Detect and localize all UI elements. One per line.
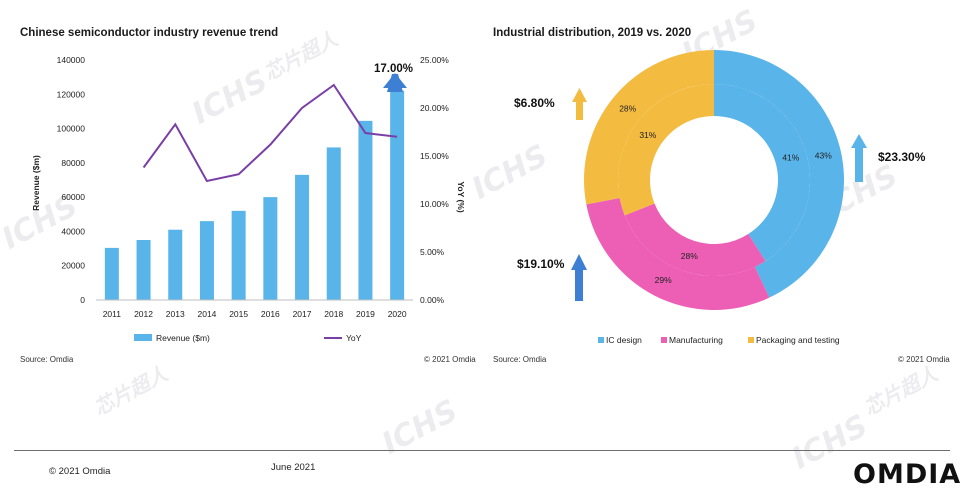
x-tick-label: 2014 <box>197 309 216 319</box>
left-source: Source: Omdia <box>20 355 74 364</box>
x-tick-label: 2019 <box>356 309 375 319</box>
legend-yoy-label: YoY <box>346 333 362 343</box>
outer-2020-slice-label: 28% <box>619 104 636 114</box>
legend-packaging-label: Packaging and testing <box>756 335 840 345</box>
outer-2020-slice-packaging-and-testing <box>584 50 714 205</box>
watermark-subtext: 芯片超人 <box>89 361 172 421</box>
x-tick-label: 2015 <box>229 309 248 319</box>
donut-rings <box>584 50 844 310</box>
right-source: Source: Omdia <box>493 355 547 364</box>
y2-tick-label: 0.00% <box>420 295 445 305</box>
x-tick-label: 2018 <box>324 309 343 319</box>
y-tick-label: 60000 <box>61 192 85 202</box>
revenue-bar-2016 <box>263 197 278 300</box>
outer-2020-slice-label: 29% <box>655 275 672 285</box>
revenue-bar-2013 <box>168 229 183 300</box>
y2-axis-ticks: 0.00% 5.00% 10.00% 15.00% 20.00% 25.00% <box>420 55 449 305</box>
watermark: ICHS <box>376 393 464 462</box>
right-copyright: © 2021 Omdia <box>898 355 950 364</box>
ic-design-arrow-head <box>851 134 867 148</box>
y-axis-ticks: 0 20000 40000 60000 80000 100000 120000 140000 <box>57 55 86 305</box>
y2-tick-label: 10.00% <box>420 199 449 209</box>
revenue-bar-2020 <box>390 90 405 300</box>
inner-2019-slice-ic-design <box>714 84 811 262</box>
manufacturing-growth: $19.10% <box>517 257 565 271</box>
donut-slice-labels: 43% 29% 28% 41% 28% 31% <box>619 104 832 285</box>
revenue-chart: 020000400006000080000100000120000140000 … <box>31 55 466 343</box>
footer-copyright: © 2021 Omdia <box>49 466 111 477</box>
packaging-arrow-head <box>572 88 587 102</box>
legend-packaging-swatch <box>748 337 754 343</box>
x-axis-ticks: 2011 2012 2013 2014 2015 2016 2017 2018 2019 2020 <box>103 309 407 319</box>
ic-design-arrow <box>855 146 863 182</box>
growth-arrow-head <box>383 73 407 88</box>
legend-revenue-label: Revenue ($m) <box>156 333 210 343</box>
growth-annotation: 17.00% <box>374 63 413 75</box>
y-tick-label: 120000 <box>57 89 86 99</box>
y-tick-label: 140000 <box>57 55 86 65</box>
yoy-line <box>142 83 398 183</box>
outer-2020-slice-manufacturing <box>586 197 770 310</box>
x-tick-label: 2011 <box>103 309 122 319</box>
revenue-bar-2015 <box>231 210 246 300</box>
distribution-chart: 43% 29% 28% 41% 28% 31% $23.30% $19.10% $6.80… <box>514 50 926 345</box>
x-tick-label: 2016 <box>261 309 280 319</box>
y2-tick-label: 25.00% <box>420 55 449 65</box>
inner-2019-slice-label: 28% <box>681 251 698 261</box>
revenue-bar-2012 <box>136 240 151 300</box>
inner-2019-slice-label: 41% <box>782 153 799 163</box>
footer-divider <box>14 450 950 451</box>
watermark-subtext: 芯片超人 <box>859 361 942 421</box>
outer-2020-slice-ic-design <box>714 50 844 298</box>
y2-axis-label: YoY (%) <box>456 181 466 212</box>
manufacturing-arrow <box>575 268 583 301</box>
footer-date: June 2021 <box>271 462 316 473</box>
y2-tick-label: 15.00% <box>420 151 449 161</box>
revenue-bars <box>104 90 405 300</box>
omdia-logo: OMDIA <box>853 459 962 490</box>
revenue-bar-2014 <box>199 221 214 300</box>
revenue-chart-title: Chinese semiconductor industry revenue t… <box>20 27 279 39</box>
revenue-bar-2018 <box>326 147 341 300</box>
x-tick-label: 2020 <box>388 309 407 319</box>
y-tick-label: 40000 <box>61 226 85 236</box>
inner-2019-slice-label: 31% <box>639 130 656 140</box>
y-tick-label: 0 <box>80 295 85 305</box>
outer-2020-slice-label: 43% <box>815 151 832 161</box>
packaging-growth: $6.80% <box>514 96 555 110</box>
legend-manufacturing-swatch <box>661 337 667 343</box>
legend-manufacturing-label: Manufacturing <box>669 335 723 345</box>
left-copyright: © 2021 Omdia <box>424 355 476 364</box>
x-tick-label: 2017 <box>293 309 312 319</box>
revenue-bar-2019 <box>358 120 373 300</box>
inner-2019-slice-manufacturing <box>624 203 766 276</box>
inner-2019-slice-packaging-and-testing <box>618 84 714 216</box>
y2-tick-label: 5.00% <box>420 247 445 257</box>
y-tick-label: 100000 <box>57 124 86 134</box>
ic-design-growth: $23.30% <box>878 150 926 164</box>
y-axis-label: Revenue ($m) <box>31 155 41 211</box>
legend-ic-design-swatch <box>598 337 604 343</box>
distribution-chart-title: Industrial distribution, 2019 vs. 2020 <box>493 27 692 39</box>
legend-revenue-swatch <box>134 334 152 341</box>
legend-ic-design-label: IC design <box>606 335 642 345</box>
revenue-bar-2017 <box>295 174 310 300</box>
x-tick-label: 2012 <box>134 309 153 319</box>
manufacturing-arrow-head <box>571 254 587 270</box>
revenue-bar-2011 <box>104 247 119 300</box>
x-tick-label: 2013 <box>166 309 185 319</box>
y2-tick-label: 20.00% <box>420 103 449 113</box>
packaging-arrow <box>576 100 583 120</box>
y-tick-label: 20000 <box>61 261 85 271</box>
y-tick-label: 80000 <box>61 158 85 168</box>
